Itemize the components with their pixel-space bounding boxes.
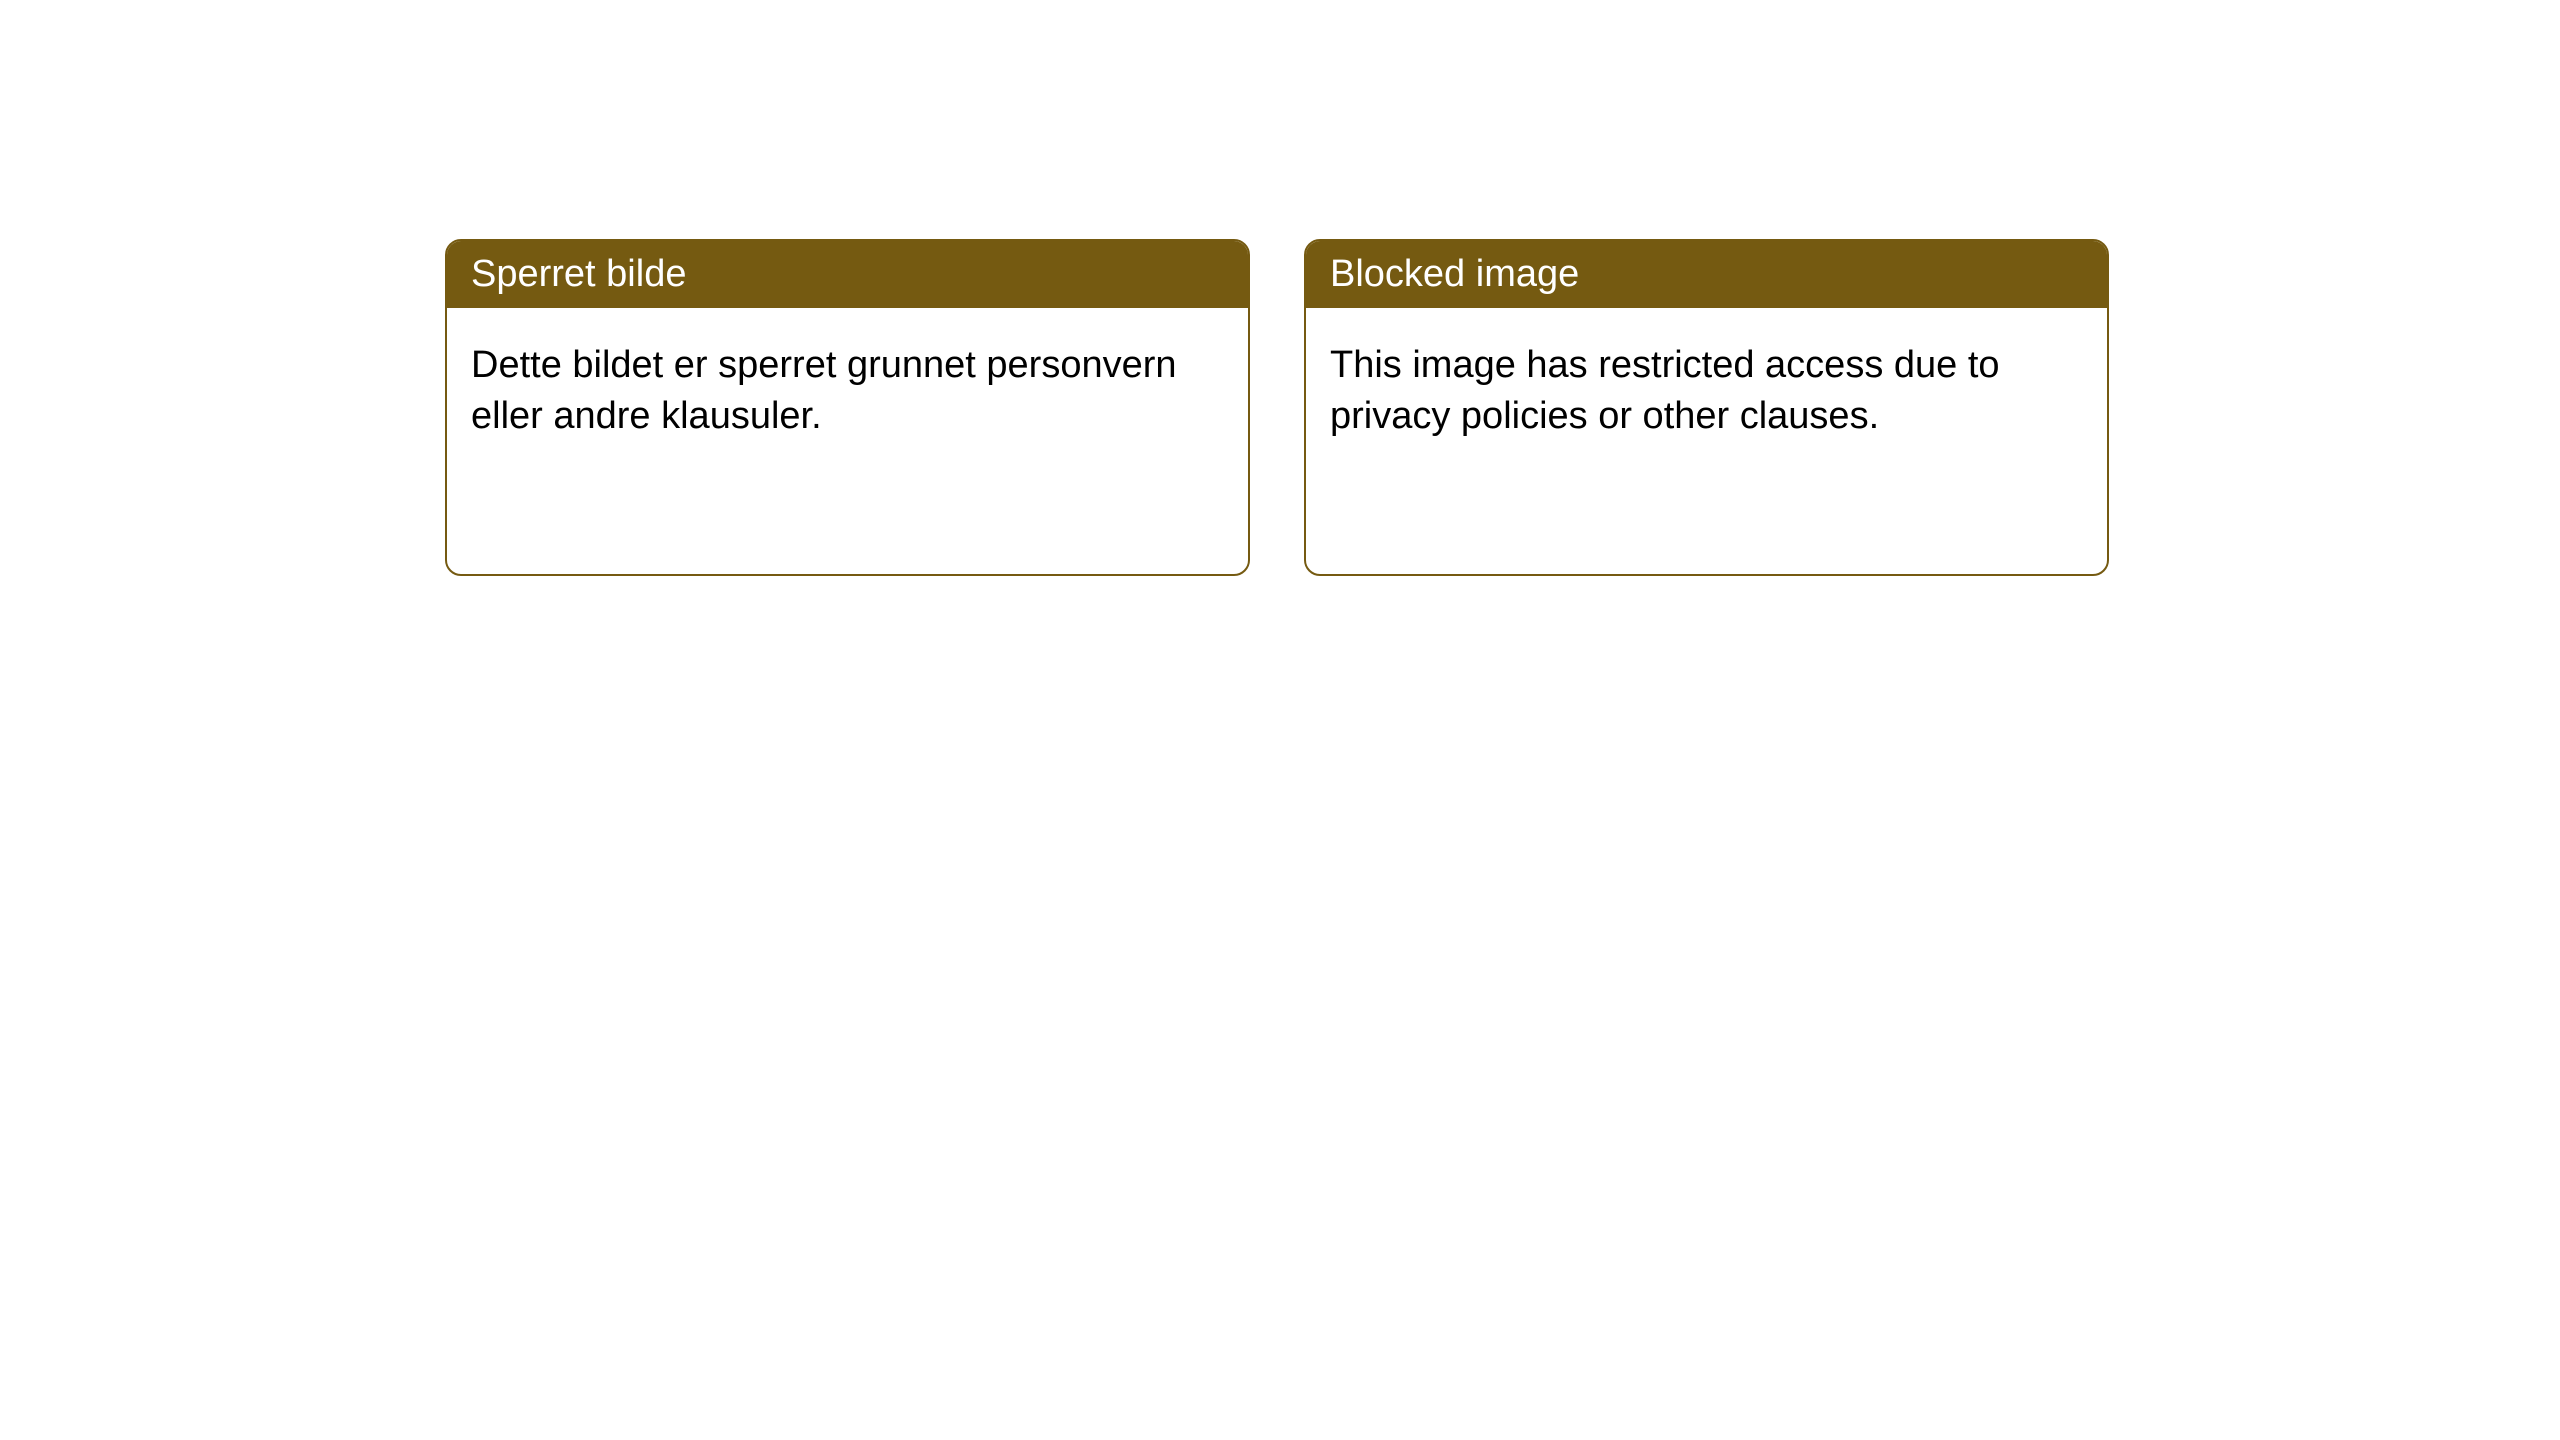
notice-header: Sperret bilde bbox=[447, 241, 1248, 308]
notice-card-english: Blocked image This image has restricted … bbox=[1304, 239, 2109, 576]
notice-container: Sperret bilde Dette bildet er sperret gr… bbox=[445, 239, 2109, 576]
notice-body: This image has restricted access due to … bbox=[1306, 308, 2107, 574]
notice-text: This image has restricted access due to … bbox=[1330, 344, 2000, 437]
notice-title: Sperret bilde bbox=[471, 253, 686, 295]
notice-header: Blocked image bbox=[1306, 241, 2107, 308]
notice-card-norwegian: Sperret bilde Dette bildet er sperret gr… bbox=[445, 239, 1250, 576]
notice-body: Dette bildet er sperret grunnet personve… bbox=[447, 308, 1248, 574]
notice-title: Blocked image bbox=[1330, 253, 1579, 295]
notice-text: Dette bildet er sperret grunnet personve… bbox=[471, 344, 1177, 437]
